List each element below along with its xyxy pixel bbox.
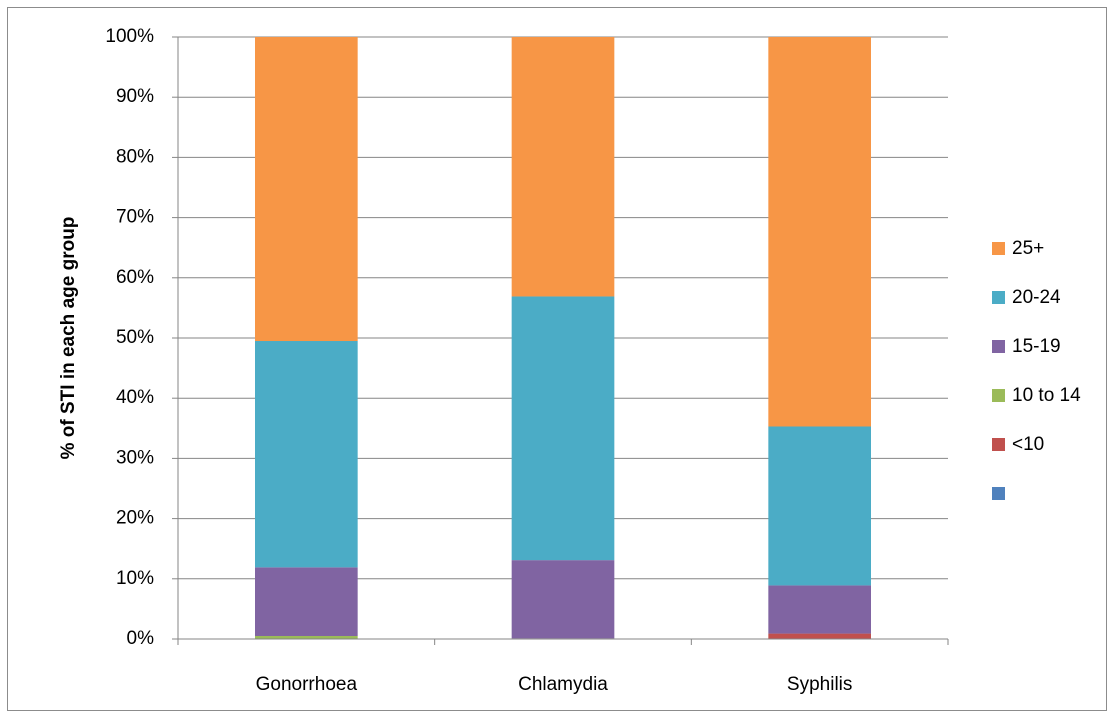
legend-swatch — [992, 242, 1005, 255]
legend-label: 25+ — [1012, 238, 1044, 259]
legend-label: 15-19 — [1012, 336, 1061, 357]
y-tick-label: 10% — [116, 568, 154, 589]
bar-20-24-gonorrhoea — [255, 341, 358, 568]
bar-15-19-syphilis — [768, 585, 871, 634]
legend-swatch — [992, 291, 1005, 304]
y-axis-title: % of STI in each age group — [58, 217, 79, 460]
y-tick-labels: 0% 10% 20% 30% 40% 50% 60% 70% 80% 90% 100% — [105, 26, 154, 649]
y-tick-label: 30% — [116, 447, 154, 468]
legend-label: 10 to 14 — [1012, 385, 1081, 406]
y-tick-label: 60% — [116, 267, 154, 288]
bar-20-24-chlamydia — [511, 296, 615, 561]
bar-15-19-gonorrhoea — [255, 567, 358, 636]
x-tick-labels: Gonorrhoea Chlamydia Syphilis — [256, 674, 853, 695]
legend-swatch — [992, 438, 1005, 451]
y-tick-label: 100% — [105, 26, 154, 47]
y-tick-label: 90% — [116, 86, 154, 107]
x-tick-label: Syphilis — [787, 674, 852, 695]
bar-25--syphilis — [768, 37, 871, 427]
bar-25--gonorrhoea — [255, 37, 358, 342]
y-tick-label: 40% — [116, 387, 154, 408]
bar-10-to-14-gonorrhoea — [255, 635, 358, 639]
legend-label: 20-24 — [1012, 287, 1061, 308]
bar-20-24-syphilis — [768, 426, 871, 586]
y-tick-label: 70% — [116, 207, 154, 228]
bar-25--chlamydia — [511, 37, 615, 297]
y-tick-label: 20% — [116, 508, 154, 529]
axes — [172, 36, 949, 645]
legend-swatch — [992, 487, 1005, 500]
legend-swatch — [992, 389, 1005, 402]
bar-15-19-chlamydia — [511, 560, 615, 639]
bar--10-syphilis — [768, 633, 871, 639]
y-tick-label: 0% — [127, 628, 155, 649]
x-tick-label: Chlamydia — [518, 674, 608, 695]
y-tick-label: 50% — [116, 327, 154, 348]
x-tick-label: Gonorrhoea — [256, 674, 358, 695]
legend-swatch — [992, 340, 1005, 353]
bars — [255, 37, 871, 639]
legend: 25+ 20-24 15-19 10 to 14 <10 — [992, 238, 1081, 500]
y-tick-label: 80% — [116, 146, 154, 167]
legend-label: <10 — [1012, 434, 1044, 455]
